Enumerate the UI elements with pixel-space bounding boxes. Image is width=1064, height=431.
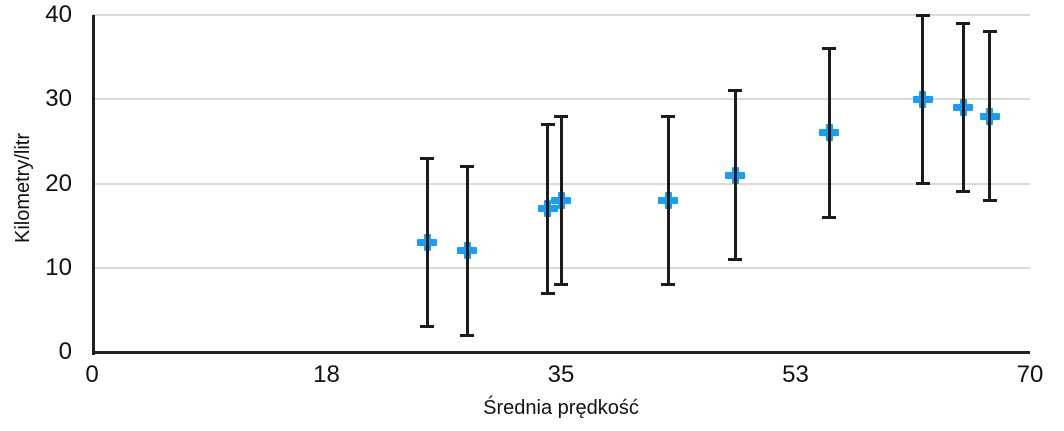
y-axis-tick-label: 20 [45, 169, 72, 197]
y-axis-tick-label: 10 [45, 253, 72, 281]
x-axis-title: Średnia prędkość [483, 397, 639, 419]
y-axis-tick-label: 30 [45, 85, 72, 113]
error-bar-line [546, 124, 550, 294]
x-axis-tick-label: 70 [1016, 361, 1044, 388]
error-bar-line [827, 48, 831, 218]
x-axis-tick-label: 53 [782, 361, 809, 388]
error-bar-line [988, 31, 992, 201]
error-bar-top-cap [956, 21, 970, 25]
error-bar-line [465, 166, 469, 336]
gridline [92, 98, 1030, 101]
y-axis-tick-label: 40 [45, 1, 72, 28]
error-bar-bottom-cap [728, 257, 743, 261]
y-axis-line [92, 15, 95, 355]
error-bar-bottom-cap [956, 190, 970, 194]
error-bar-line [425, 158, 429, 327]
error-bar-top-cap [460, 165, 475, 169]
error-bar-top-cap [420, 156, 434, 160]
error-bar-bottom-cap [460, 333, 475, 337]
error-bar-line [559, 116, 563, 285]
error-bar-top-cap [728, 89, 743, 93]
error-bar-line [666, 116, 670, 285]
error-bar-top-cap [554, 114, 568, 118]
error-bar-bottom-cap [822, 215, 836, 219]
x-axis-tick-label: 18 [313, 361, 340, 388]
error-bar-line [733, 90, 737, 260]
error-bar-top-cap [540, 123, 555, 127]
gridline [92, 14, 1030, 16]
error-bar-bottom-cap [661, 283, 676, 287]
error-bar-top-cap [661, 114, 676, 118]
x-axis-tick-label: 0 [85, 361, 99, 388]
error-bar-top-cap [982, 30, 997, 34]
error-bar-bottom-cap [554, 283, 568, 287]
error-bar-top-cap [822, 47, 836, 51]
error-bar-bottom-cap [540, 291, 555, 295]
error-bar-bottom-cap [420, 325, 434, 329]
y-axis-tick-label: 0 [58, 338, 72, 365]
error-bar-line [961, 23, 965, 192]
error-bar-bottom-cap [915, 182, 930, 185]
error-bar-top-cap [915, 13, 930, 17]
error-bar-line [921, 15, 925, 184]
x-axis-line [92, 350, 1030, 354]
error-bar-bottom-cap [982, 198, 997, 202]
x-axis-tick-label: 35 [547, 361, 575, 388]
